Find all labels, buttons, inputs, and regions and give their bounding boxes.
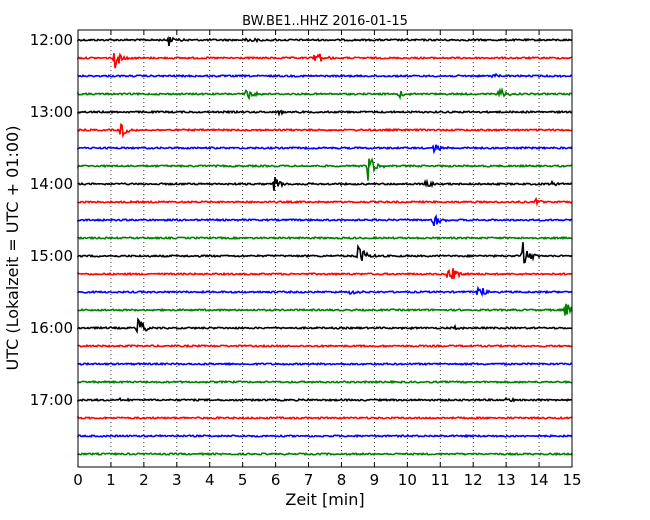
trace-line [77,235,573,241]
trace-line [77,433,573,439]
trace-line [77,242,573,264]
x-tick-label: 11 [431,471,450,489]
trace-line [77,268,573,280]
plot-frame [77,29,573,468]
trace-line [77,109,573,117]
y-tick-label: 13:00 [30,103,73,121]
x-tick-label: 10 [398,471,417,489]
trace-line [77,379,573,385]
trace-line [77,213,573,227]
chart-title: BW.BE1..HHZ 2016-01-15 [242,14,408,29]
x-axis-ticks: 0 1 2 3 4 5 6 7 8 9 10 11 12 13 14 15 [73,30,582,489]
y-tick-label: 12:00 [30,31,73,49]
trace-line [77,176,573,191]
trace-line [77,144,573,155]
y-tick-label: 16:00 [30,319,73,337]
trace-line [77,122,573,139]
x-tick-label: 4 [205,471,215,489]
trace-line [77,451,573,457]
x-tick-label: 2 [139,471,149,489]
x-tick-label: 5 [238,471,248,489]
trace-line [77,86,573,101]
y-tick-label: 15:00 [30,247,73,265]
trace-line [77,35,573,47]
x-tick-label: 3 [172,471,182,489]
trace-line [77,196,573,207]
x-tick-label: 1 [106,471,116,489]
x-axis-label: Zeit [min] [285,490,364,509]
y-axis-label: UTC (Lokalzeit = UTC + 01:00) [3,126,22,371]
trace-lines [77,35,573,457]
trace-line [77,72,573,79]
trace-line [77,157,573,181]
x-tick-label: 6 [271,471,281,489]
grid-lines [110,30,540,467]
x-tick-label: 7 [304,471,314,489]
trace-line [77,285,573,298]
trace-line [77,361,573,367]
y-axis-ticks: 12:00 13:00 14:00 15:00 16:00 17:00 [30,31,572,409]
trace-line [77,303,573,316]
trace-line [77,343,573,349]
trace-line [77,415,573,421]
trace-line [77,52,573,69]
x-tick-label: 8 [337,471,347,489]
y-tick-label: 17:00 [30,391,73,409]
x-tick-label: 13 [497,471,516,489]
x-tick-label: 0 [73,471,83,489]
x-tick-label: 14 [530,471,549,489]
trace-line [77,317,573,335]
trace-line [77,396,573,403]
y-tick-label: 14:00 [30,175,73,193]
x-tick-label: 12 [464,471,483,489]
x-tick-label: 15 [562,471,581,489]
x-tick-label: 9 [370,471,380,489]
